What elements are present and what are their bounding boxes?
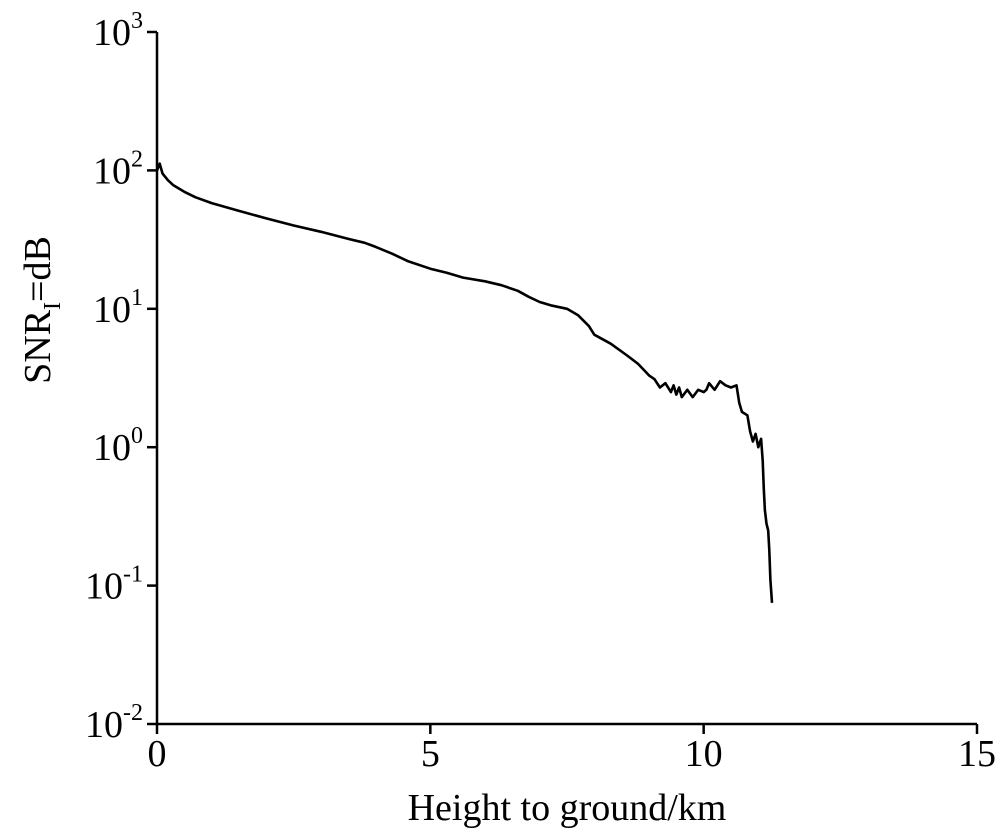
y-tick-label: 10-2 <box>85 700 143 746</box>
y-axis-label: SNRI=dB <box>17 236 66 384</box>
x-tick-label: 10 <box>685 733 723 775</box>
x-ticks: 0 5 10 15 <box>148 724 996 775</box>
y-tick-label: 103 <box>93 8 143 54</box>
x-tick-label: 15 <box>958 733 996 775</box>
y-tick-label: 102 <box>93 146 143 192</box>
y-axis-label-suffix: =dB <box>17 236 59 302</box>
series-line <box>155 162 774 603</box>
series-group <box>155 162 774 603</box>
x-tick-label: 5 <box>421 733 440 775</box>
x-tick-label: 0 <box>148 733 167 775</box>
y-tick-label: 101 <box>93 285 143 331</box>
y-tick-label: 10-1 <box>85 562 143 608</box>
x-axis-label: Height to ground/km <box>408 787 727 829</box>
y-axis-label-subscript: I <box>40 302 66 310</box>
y-tick-label: 100 <box>93 423 143 469</box>
y-ticks: 10-2 10-1 100 101 102 103 <box>85 8 157 746</box>
y-axis-label-main: SNR <box>17 309 59 384</box>
